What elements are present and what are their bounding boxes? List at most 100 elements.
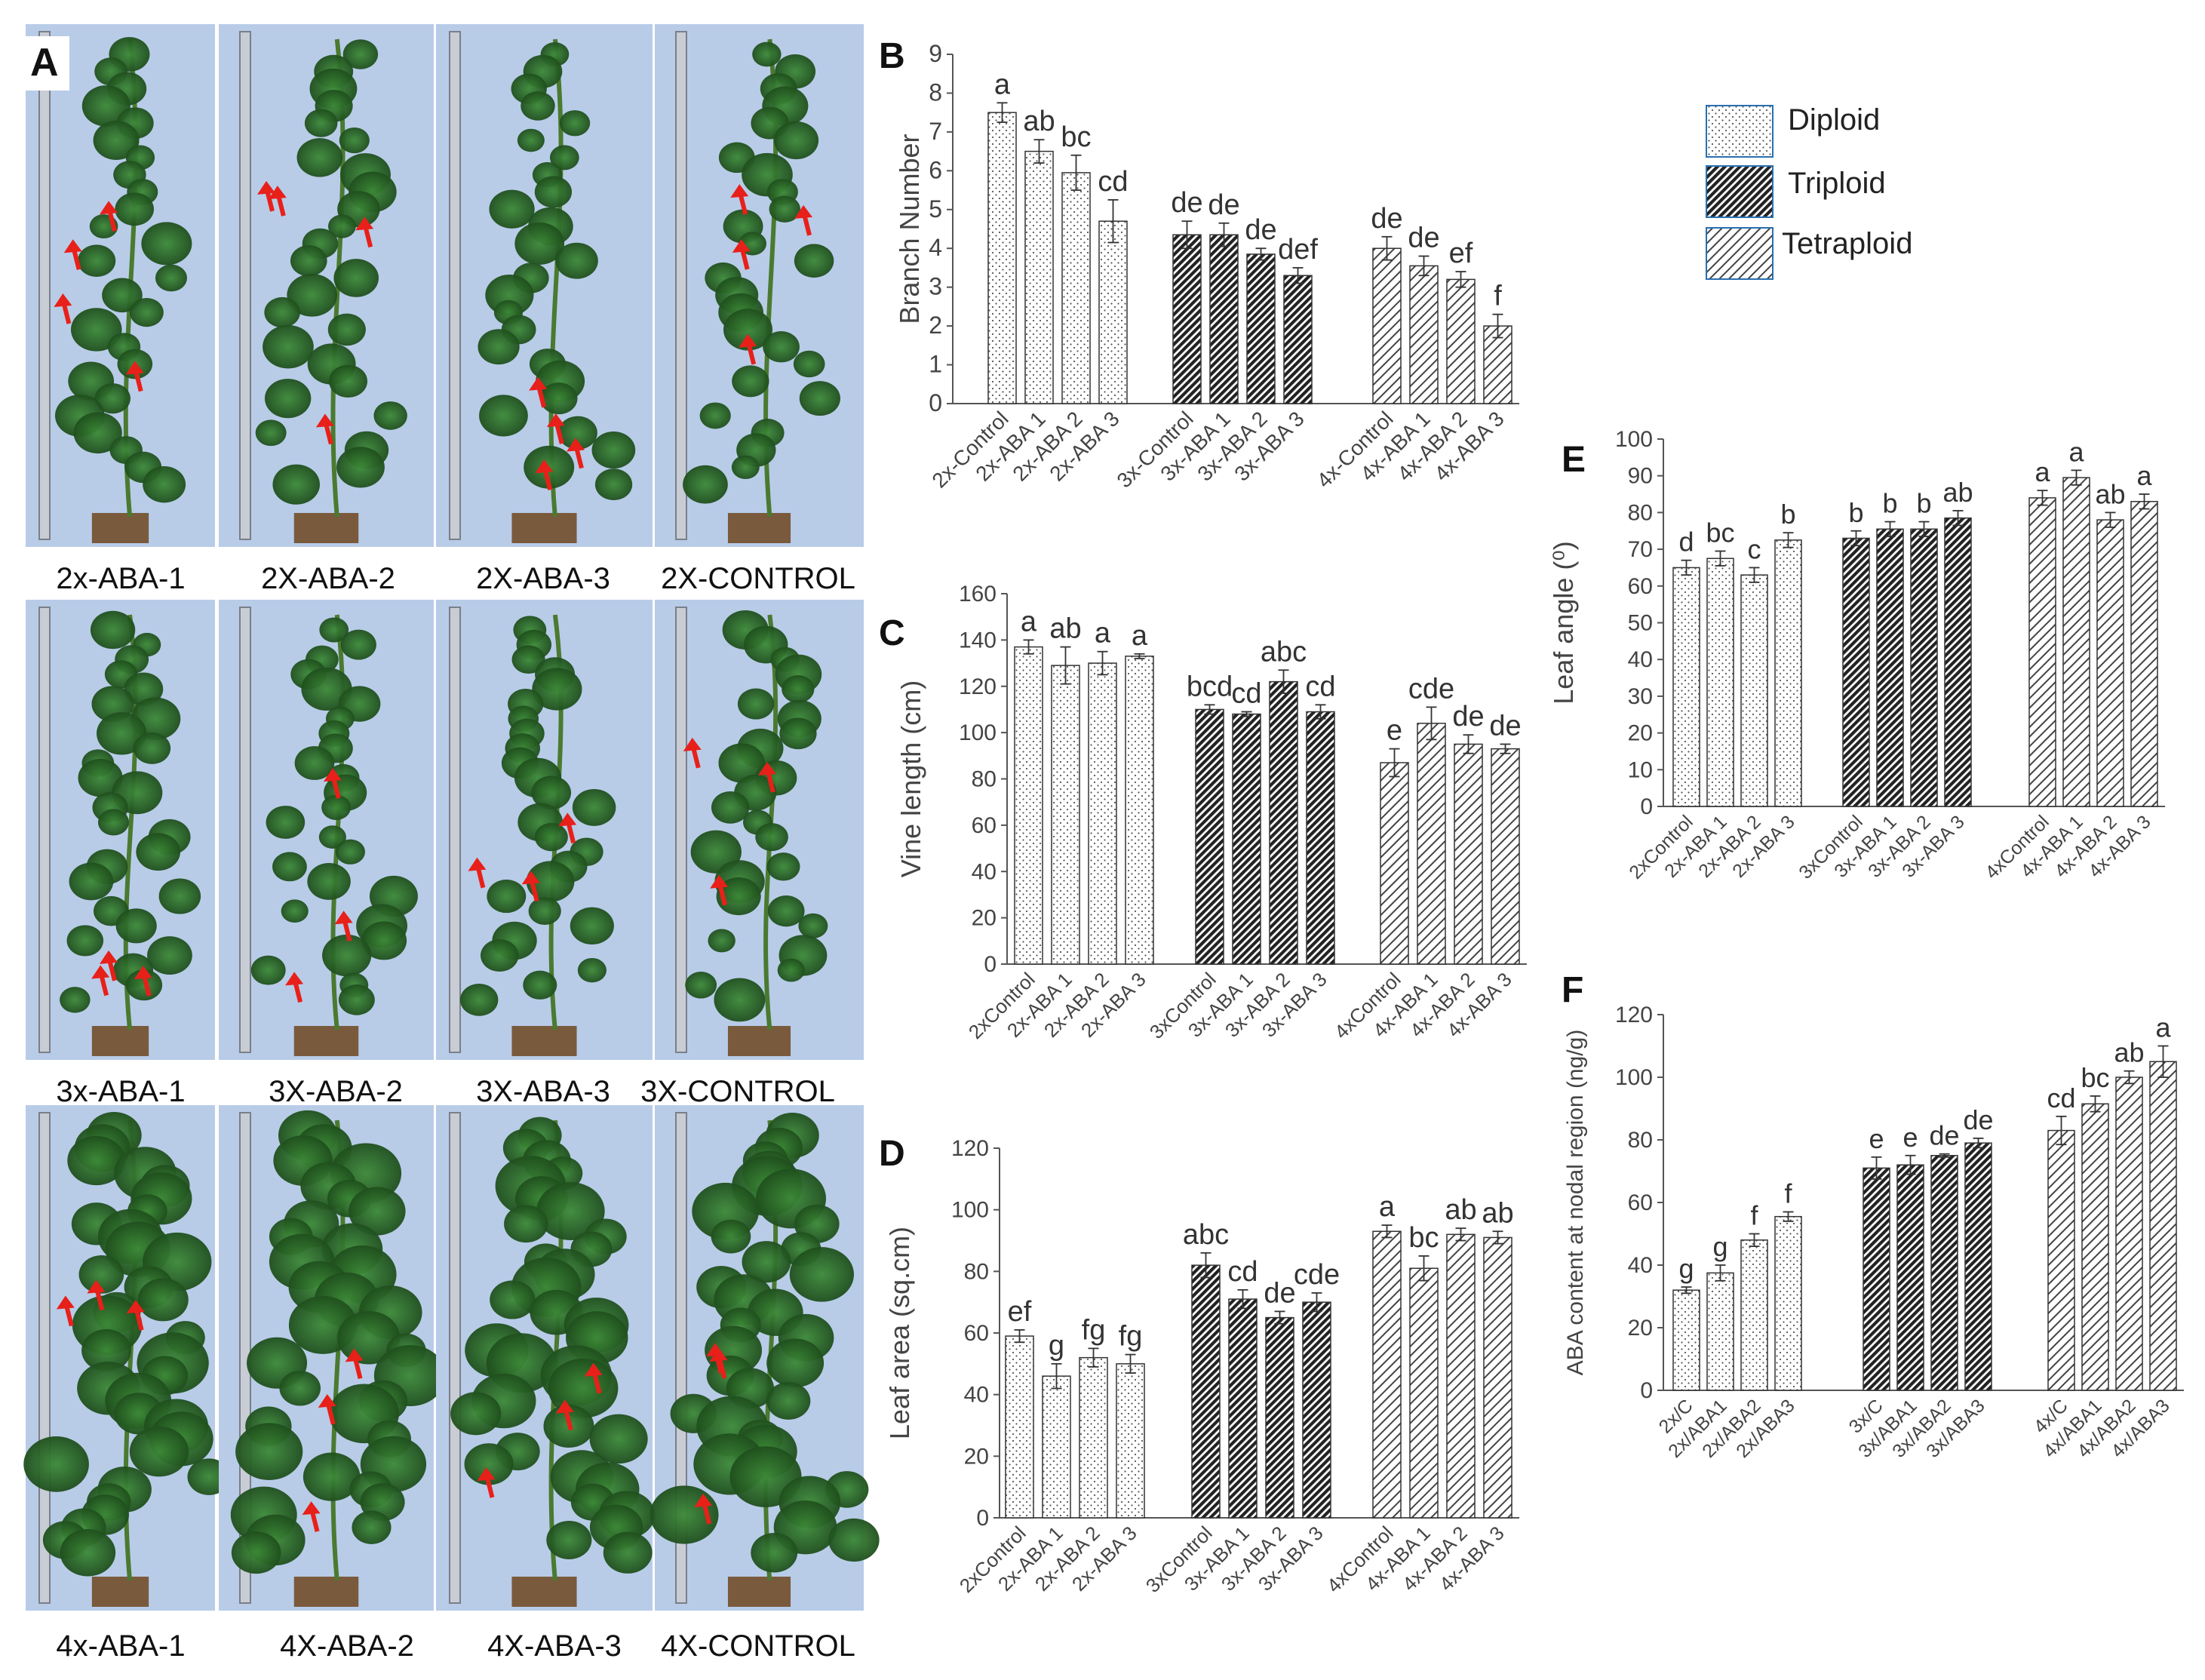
y-tick-label: 50 — [1628, 611, 1653, 636]
y-tick-label: 20 — [1628, 1316, 1653, 1341]
arrow-head — [54, 293, 72, 308]
leaf — [526, 861, 575, 902]
soil-patch — [727, 1577, 791, 1607]
significance-letter: a — [2155, 1012, 2171, 1043]
error-bar — [1097, 650, 1108, 676]
soil-patch — [727, 513, 791, 543]
leaf — [279, 1371, 321, 1406]
red-arrow-icon — [256, 180, 275, 212]
plant-photo — [26, 600, 215, 1060]
bar — [1672, 1289, 1700, 1391]
leaf — [328, 364, 367, 398]
leaf — [536, 1182, 605, 1241]
leaf — [158, 878, 201, 914]
red-arrow-icon — [56, 1295, 75, 1327]
leaf — [534, 176, 573, 208]
red-arrow-icon — [477, 1467, 496, 1498]
bar — [1740, 1239, 1768, 1391]
leaf — [478, 329, 520, 365]
leaf — [794, 244, 834, 278]
leaf — [155, 264, 187, 292]
error-bar — [2071, 469, 2082, 486]
error-bar — [1426, 706, 1437, 741]
error-bar — [1237, 1288, 1248, 1310]
error-bar — [1389, 748, 1400, 778]
red-arrow-icon — [99, 950, 118, 981]
arrow-head — [63, 239, 82, 253]
y-tick-label: 90 — [1628, 464, 1653, 489]
significance-letter: fg — [1082, 1314, 1106, 1346]
leaf — [763, 331, 800, 363]
significance-letter: de — [1963, 1104, 1993, 1135]
significance-letter: a — [1095, 618, 1111, 650]
leaf — [714, 978, 766, 1022]
plant-photo — [23, 1105, 231, 1611]
red-arrow-icon — [732, 238, 751, 270]
error-bar — [1033, 139, 1045, 164]
leaf — [272, 464, 321, 505]
leaf — [528, 897, 561, 926]
y-tick-label: 0 — [984, 952, 997, 977]
soil-patch — [511, 1026, 577, 1056]
bar — [1372, 247, 1402, 404]
error-bar — [1278, 669, 1289, 694]
leaf — [97, 712, 147, 755]
leaf — [708, 929, 736, 953]
leaf — [81, 1329, 131, 1371]
leaf — [294, 746, 335, 780]
arrow-head — [555, 1399, 574, 1414]
y-tick-label: 60 — [1628, 574, 1653, 599]
measuring-ruler — [675, 1112, 687, 1604]
arrow-head — [535, 459, 554, 474]
plant-photo — [436, 600, 653, 1060]
error-bar — [2056, 1115, 2067, 1146]
leaf — [336, 447, 385, 488]
leaf — [766, 1338, 825, 1388]
red-arrow-icon — [546, 413, 565, 444]
red-arrow-icon — [555, 1399, 574, 1431]
leaf — [489, 189, 535, 229]
leaf — [290, 245, 327, 277]
leaf — [559, 110, 591, 137]
arrow-head — [315, 413, 334, 428]
plant-photo — [436, 24, 653, 547]
leaf — [136, 833, 181, 871]
error-bar — [1715, 550, 1726, 567]
photo-caption: 4X-ABA-3 — [487, 1629, 622, 1663]
y-tick-label: 60 — [972, 813, 997, 838]
arrow-head — [134, 966, 152, 980]
significance-letter: b — [1780, 499, 1795, 530]
error-bar — [1463, 734, 1474, 754]
leaf — [102, 278, 143, 313]
arrow-head — [694, 1493, 713, 1507]
y-tick-label: 80 — [972, 767, 997, 792]
significance-letter: a — [1132, 620, 1148, 652]
red-arrow-icon — [323, 768, 342, 799]
red-arrow-icon — [345, 1348, 364, 1380]
soil-patch — [727, 1026, 791, 1056]
leaf — [78, 244, 116, 278]
bar — [1863, 1167, 1890, 1391]
soil-patch — [91, 1577, 149, 1607]
significance-letter: cd — [1305, 671, 1335, 702]
panel-label: B — [879, 36, 905, 76]
red-arrow-icon — [87, 1279, 106, 1311]
arrow-head — [345, 1348, 364, 1362]
bar — [1088, 662, 1117, 965]
error-bar — [1500, 743, 1511, 754]
leaf — [523, 970, 557, 1000]
red-arrow-icon — [126, 1300, 145, 1331]
leaf — [752, 41, 782, 67]
red-arrow-icon — [521, 871, 540, 902]
significance-letter: de — [1489, 710, 1521, 742]
bar — [1740, 574, 1768, 807]
plant-photo — [655, 600, 864, 1060]
error-bar — [1715, 1264, 1726, 1282]
leaf — [490, 1280, 536, 1319]
y-tick-label: 0 — [1640, 794, 1653, 819]
leaf — [766, 852, 800, 881]
plant-photo — [219, 24, 434, 547]
bar — [1306, 711, 1335, 965]
leaf — [699, 402, 731, 429]
significance-letter: de — [1264, 1277, 1295, 1309]
